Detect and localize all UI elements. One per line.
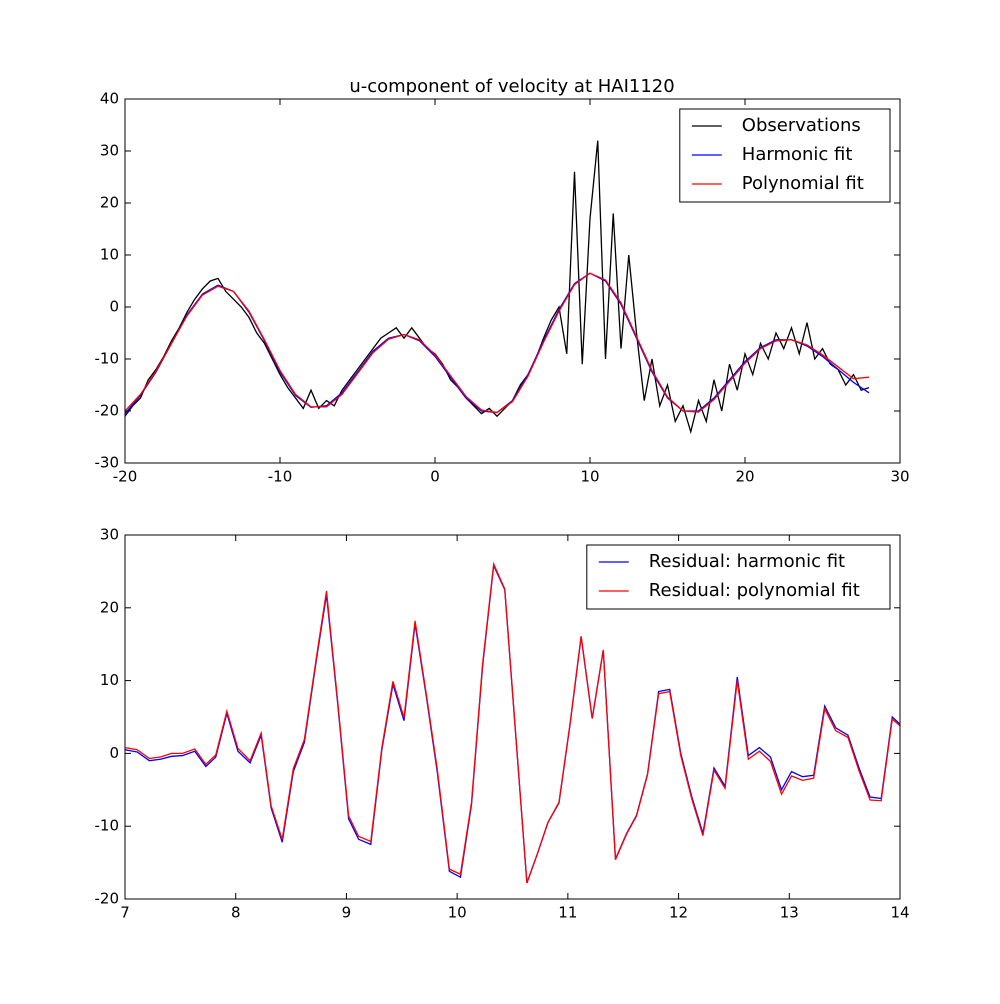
plot-frame xyxy=(124,98,901,464)
legend-box xyxy=(586,544,891,610)
y-tick-label: 10 xyxy=(100,671,119,689)
y-tick-label: 40 xyxy=(100,90,119,108)
legend-label: Polynomial fit xyxy=(742,173,864,194)
x-tick-label: 0 xyxy=(430,468,440,486)
data-line xyxy=(124,272,870,414)
x-tick-label: 8 xyxy=(231,904,241,922)
y-tick-label: 20 xyxy=(100,598,119,616)
chart-title: u-component of velocity at HAI1120 xyxy=(349,76,674,97)
y-tick-label: 10 xyxy=(100,246,119,264)
x-tick-label: 30 xyxy=(890,468,909,486)
legend-label: Harmonic fit xyxy=(742,144,853,165)
y-tick-label: -20 xyxy=(95,402,120,420)
x-tick-label: 12 xyxy=(669,904,688,922)
data-line xyxy=(124,561,901,884)
legend-label: Observations xyxy=(742,115,861,136)
legend-label: Residual: harmonic fit xyxy=(649,551,845,572)
data-line xyxy=(124,140,870,435)
x-tick-label: 14 xyxy=(890,904,909,922)
y-tick-label: -30 xyxy=(95,454,120,472)
y-tick-label: 0 xyxy=(109,298,119,316)
y-tick-label: -10 xyxy=(95,817,120,835)
x-tick-label: 9 xyxy=(342,904,352,922)
x-tick-label: 10 xyxy=(448,904,467,922)
y-tick-label: 20 xyxy=(100,194,119,212)
x-tick-label: 10 xyxy=(580,468,599,486)
y-tick-label: 30 xyxy=(100,142,119,160)
y-tick-label: -10 xyxy=(95,350,120,368)
x-tick-label: -10 xyxy=(268,468,293,486)
plot-frame xyxy=(124,534,901,900)
x-tick-label: 7 xyxy=(120,904,130,922)
y-tick-label: 0 xyxy=(109,744,119,762)
x-tick-label: 13 xyxy=(780,904,799,922)
y-tick-label: 30 xyxy=(100,526,119,544)
x-tick-label: -20 xyxy=(113,468,138,486)
y-tick-label: -20 xyxy=(95,890,120,908)
x-tick-label: 11 xyxy=(558,904,577,922)
legend-label: Residual: polynomial fit xyxy=(649,580,860,601)
x-tick-label: 20 xyxy=(735,468,754,486)
